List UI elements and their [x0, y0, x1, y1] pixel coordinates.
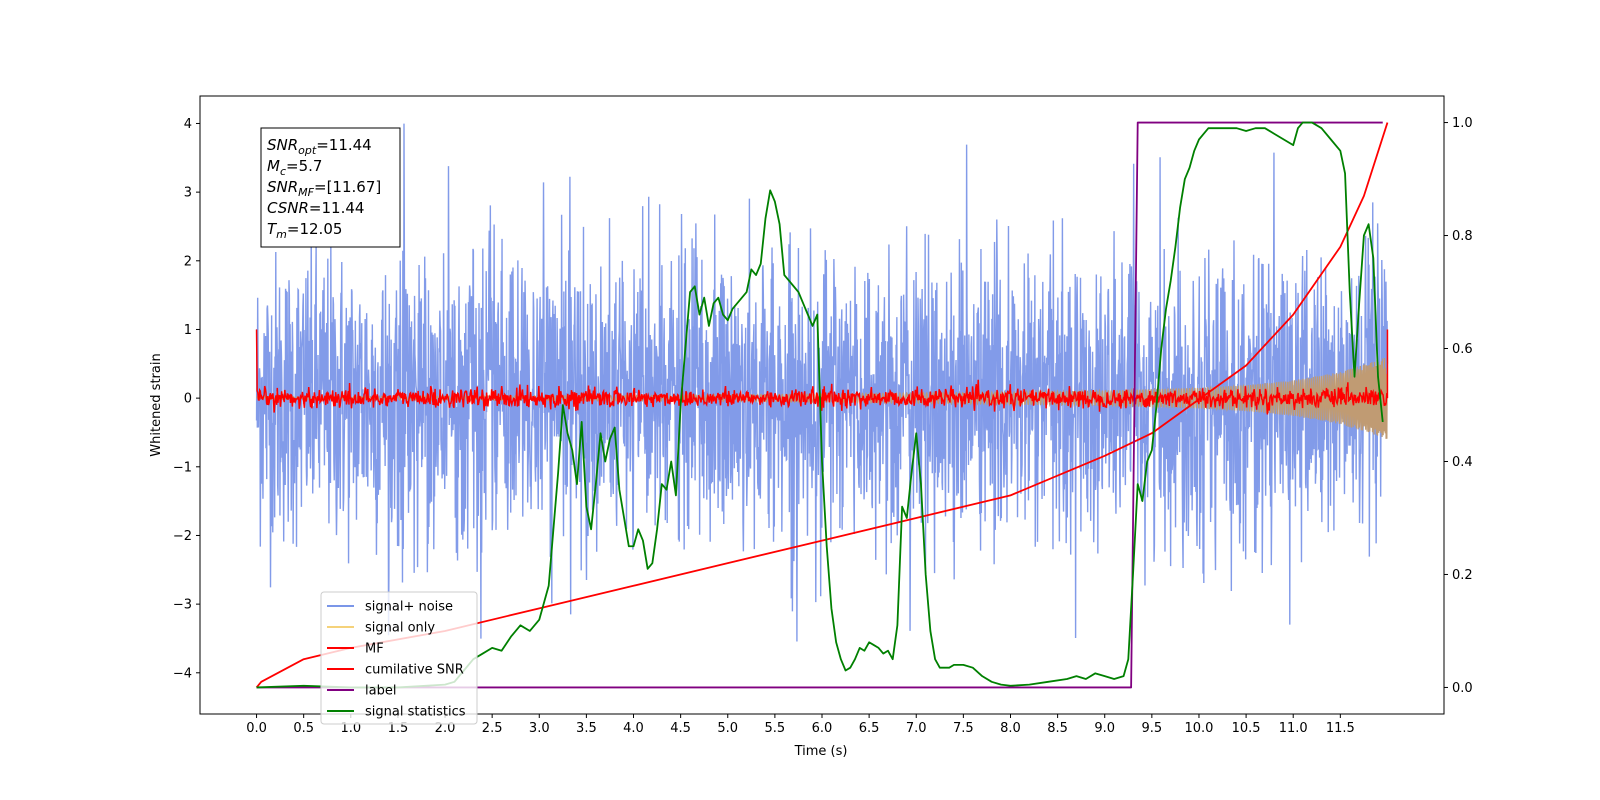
series-label — [256, 121, 1383, 689]
y2-tick-label: 0.2 — [1452, 568, 1473, 583]
series-mf — [255, 329, 1389, 415]
x-tick-label: 10.5 — [1232, 721, 1261, 736]
legend-label: signal only — [365, 621, 435, 636]
legend-label: label — [365, 684, 396, 699]
x-tick-label: 0.0 — [246, 721, 267, 736]
series-signal-statistics — [256, 121, 1384, 689]
legend-label: MF — [365, 642, 384, 657]
y-tick-label: 0 — [184, 392, 192, 407]
x-tick-label: 6.5 — [859, 721, 880, 736]
x-tick-label: 5.5 — [765, 721, 786, 736]
x-tick-label: 5.0 — [717, 721, 738, 736]
y2-tick-label: 0.8 — [1452, 229, 1473, 244]
x-tick-label: 2.0 — [435, 721, 456, 736]
y-tick-label: 3 — [184, 186, 192, 201]
x-tick-label: 11.0 — [1279, 721, 1308, 736]
x-tick-label: 8.5 — [1047, 721, 1068, 736]
x-tick-label: 9.5 — [1142, 721, 1163, 736]
x-axis: 0.0 0.5 1.0 1.5 2.0 2.5 3.0 3.5 4.0 4.5 5.0 5.5 6.0 6… — [246, 714, 1355, 736]
x-tick-label: 4.0 — [623, 721, 644, 736]
x-tick-label: 9.0 — [1094, 721, 1115, 736]
y2-tick-label: 0.6 — [1452, 342, 1473, 357]
x-tick-label: 10.0 — [1184, 721, 1213, 736]
x-tick-label: 1.5 — [388, 721, 409, 736]
legend-label: signal+ noise — [365, 600, 453, 615]
stats-snr-mf: SNRMF=[11.67] — [267, 178, 381, 199]
x-tick-label: 7.5 — [953, 721, 974, 736]
x-tick-label: 3.0 — [529, 721, 550, 736]
y-tick-label: 4 — [184, 117, 192, 132]
y2-tick-label: 0.4 — [1452, 455, 1473, 470]
y2-tick-label: 1.0 — [1452, 116, 1473, 131]
series-signal-plus-noise — [255, 123, 1389, 642]
y-axis-left: −4 −3 −2 −1 0 1 2 3 4 — [173, 117, 200, 681]
x-tick-label: 7.0 — [906, 721, 927, 736]
y-axis-right: 0.0 0.2 0.4 0.6 0.8 1.0 — [1444, 116, 1473, 696]
stats-annotation-box: SNRopt=11.44 Mc=5.7 SNRMF=[11.67] CSNR=1… — [260, 127, 401, 248]
stats-m-c: Mc=5.7 — [267, 157, 322, 178]
y-tick-label: −4 — [173, 666, 192, 681]
y-tick-label: 1 — [184, 323, 192, 338]
stats-snr-opt: SNRopt=11.44 — [267, 136, 372, 157]
y-tick-label: −2 — [173, 529, 192, 544]
x-tick-label: 2.5 — [482, 721, 503, 736]
y-tick-label: −3 — [173, 598, 192, 613]
y-tick-label: 2 — [184, 254, 192, 269]
y-axis-label: Whitened strain — [149, 353, 164, 456]
x-tick-label: 4.5 — [670, 721, 691, 736]
x-tick-label: 3.5 — [576, 721, 597, 736]
stats-t-m: Tm=12.05 — [267, 220, 342, 241]
x-tick-label: 11.5 — [1326, 721, 1355, 736]
x-axis-label: Time (s) — [794, 744, 848, 759]
x-tick-label: 1.0 — [340, 721, 361, 736]
y-tick-label: −1 — [173, 460, 192, 475]
x-tick-label: 0.5 — [293, 721, 314, 736]
stats-csnr: CSNR=11.44 — [267, 199, 364, 217]
legend-label: cumilative SNR — [365, 663, 464, 678]
legend-label: signal statistics — [365, 705, 466, 720]
x-tick-label: 6.0 — [812, 721, 833, 736]
x-tick-label: 8.0 — [1000, 721, 1021, 736]
y2-tick-label: 0.0 — [1452, 681, 1473, 696]
legend: signal+ noise signal only MF cumilative SNR… — [320, 591, 478, 725]
